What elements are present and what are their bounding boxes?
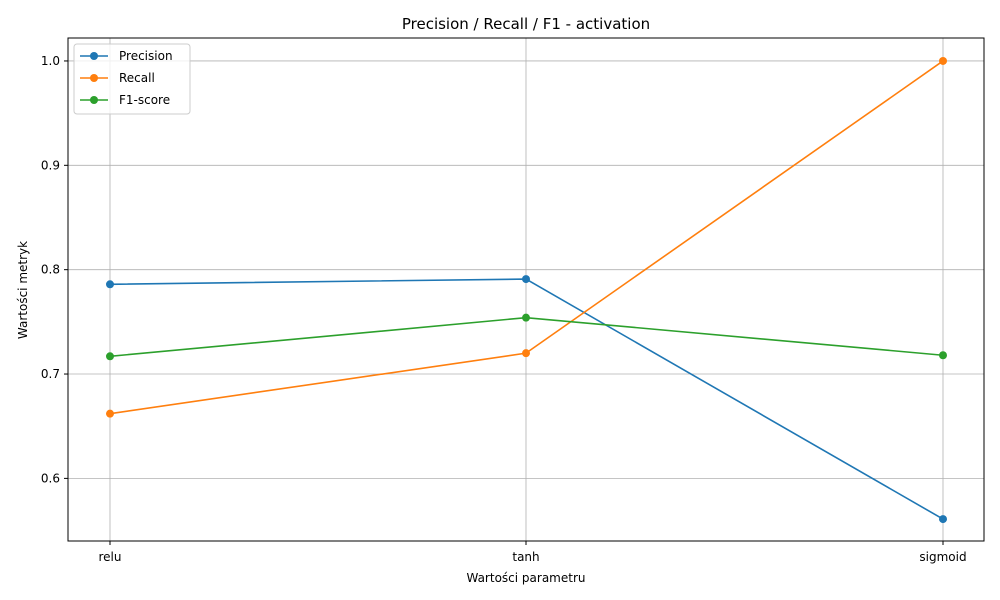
- data-point-f1-score: [939, 351, 947, 360]
- y-tick-label: 0.7: [41, 367, 60, 381]
- data-point-recall: [522, 349, 530, 358]
- data-point-precision: [522, 275, 530, 284]
- legend-label-precision: Precision: [119, 49, 173, 63]
- x-axis-ticks: relu tanh sigmoid: [99, 541, 967, 564]
- series-f1-score: [106, 313, 947, 361]
- legend: Precision Recall F1-score: [73, 43, 191, 115]
- y-axis-ticks: 0.6 0.7 0.8 0.9 1.0: [41, 54, 68, 485]
- data-point-f1-score: [522, 313, 530, 322]
- chart-title: Precision / Recall / F1 - activation: [402, 15, 650, 33]
- legend-label-f1-score: F1-score: [119, 93, 170, 107]
- legend-item-precision: Precision: [80, 49, 173, 63]
- data-point-recall: [106, 409, 114, 418]
- y-tick-label: 0.6: [41, 471, 60, 485]
- y-tick-label: 0.9: [41, 158, 60, 172]
- series-precision: [106, 275, 947, 524]
- series-recall: [106, 56, 947, 418]
- legend-item-recall: Recall: [80, 71, 155, 85]
- x-tick-label: sigmoid: [919, 550, 966, 564]
- y-axis-label: Wartości metryk: [16, 241, 30, 339]
- series-layer: [106, 56, 947, 524]
- y-tick-label: 0.8: [41, 263, 60, 277]
- legend-marker-recall: [90, 74, 98, 82]
- x-tick-label: tanh: [512, 550, 539, 564]
- x-tick-label: relu: [99, 550, 122, 564]
- y-tick-label: 1.0: [41, 54, 60, 68]
- legend-item-f1-score: F1-score: [80, 93, 170, 107]
- data-point-f1-score: [106, 352, 114, 361]
- legend-marker-precision: [90, 52, 98, 60]
- legend-label-recall: Recall: [119, 71, 155, 85]
- legend-box: [73, 43, 191, 115]
- x-axis-label: Wartości parametru: [466, 571, 585, 585]
- grid: [68, 38, 984, 541]
- data-point-recall: [939, 56, 947, 65]
- data-point-precision: [939, 515, 947, 524]
- legend-marker-f1-score: [90, 96, 98, 104]
- data-point-precision: [106, 280, 114, 289]
